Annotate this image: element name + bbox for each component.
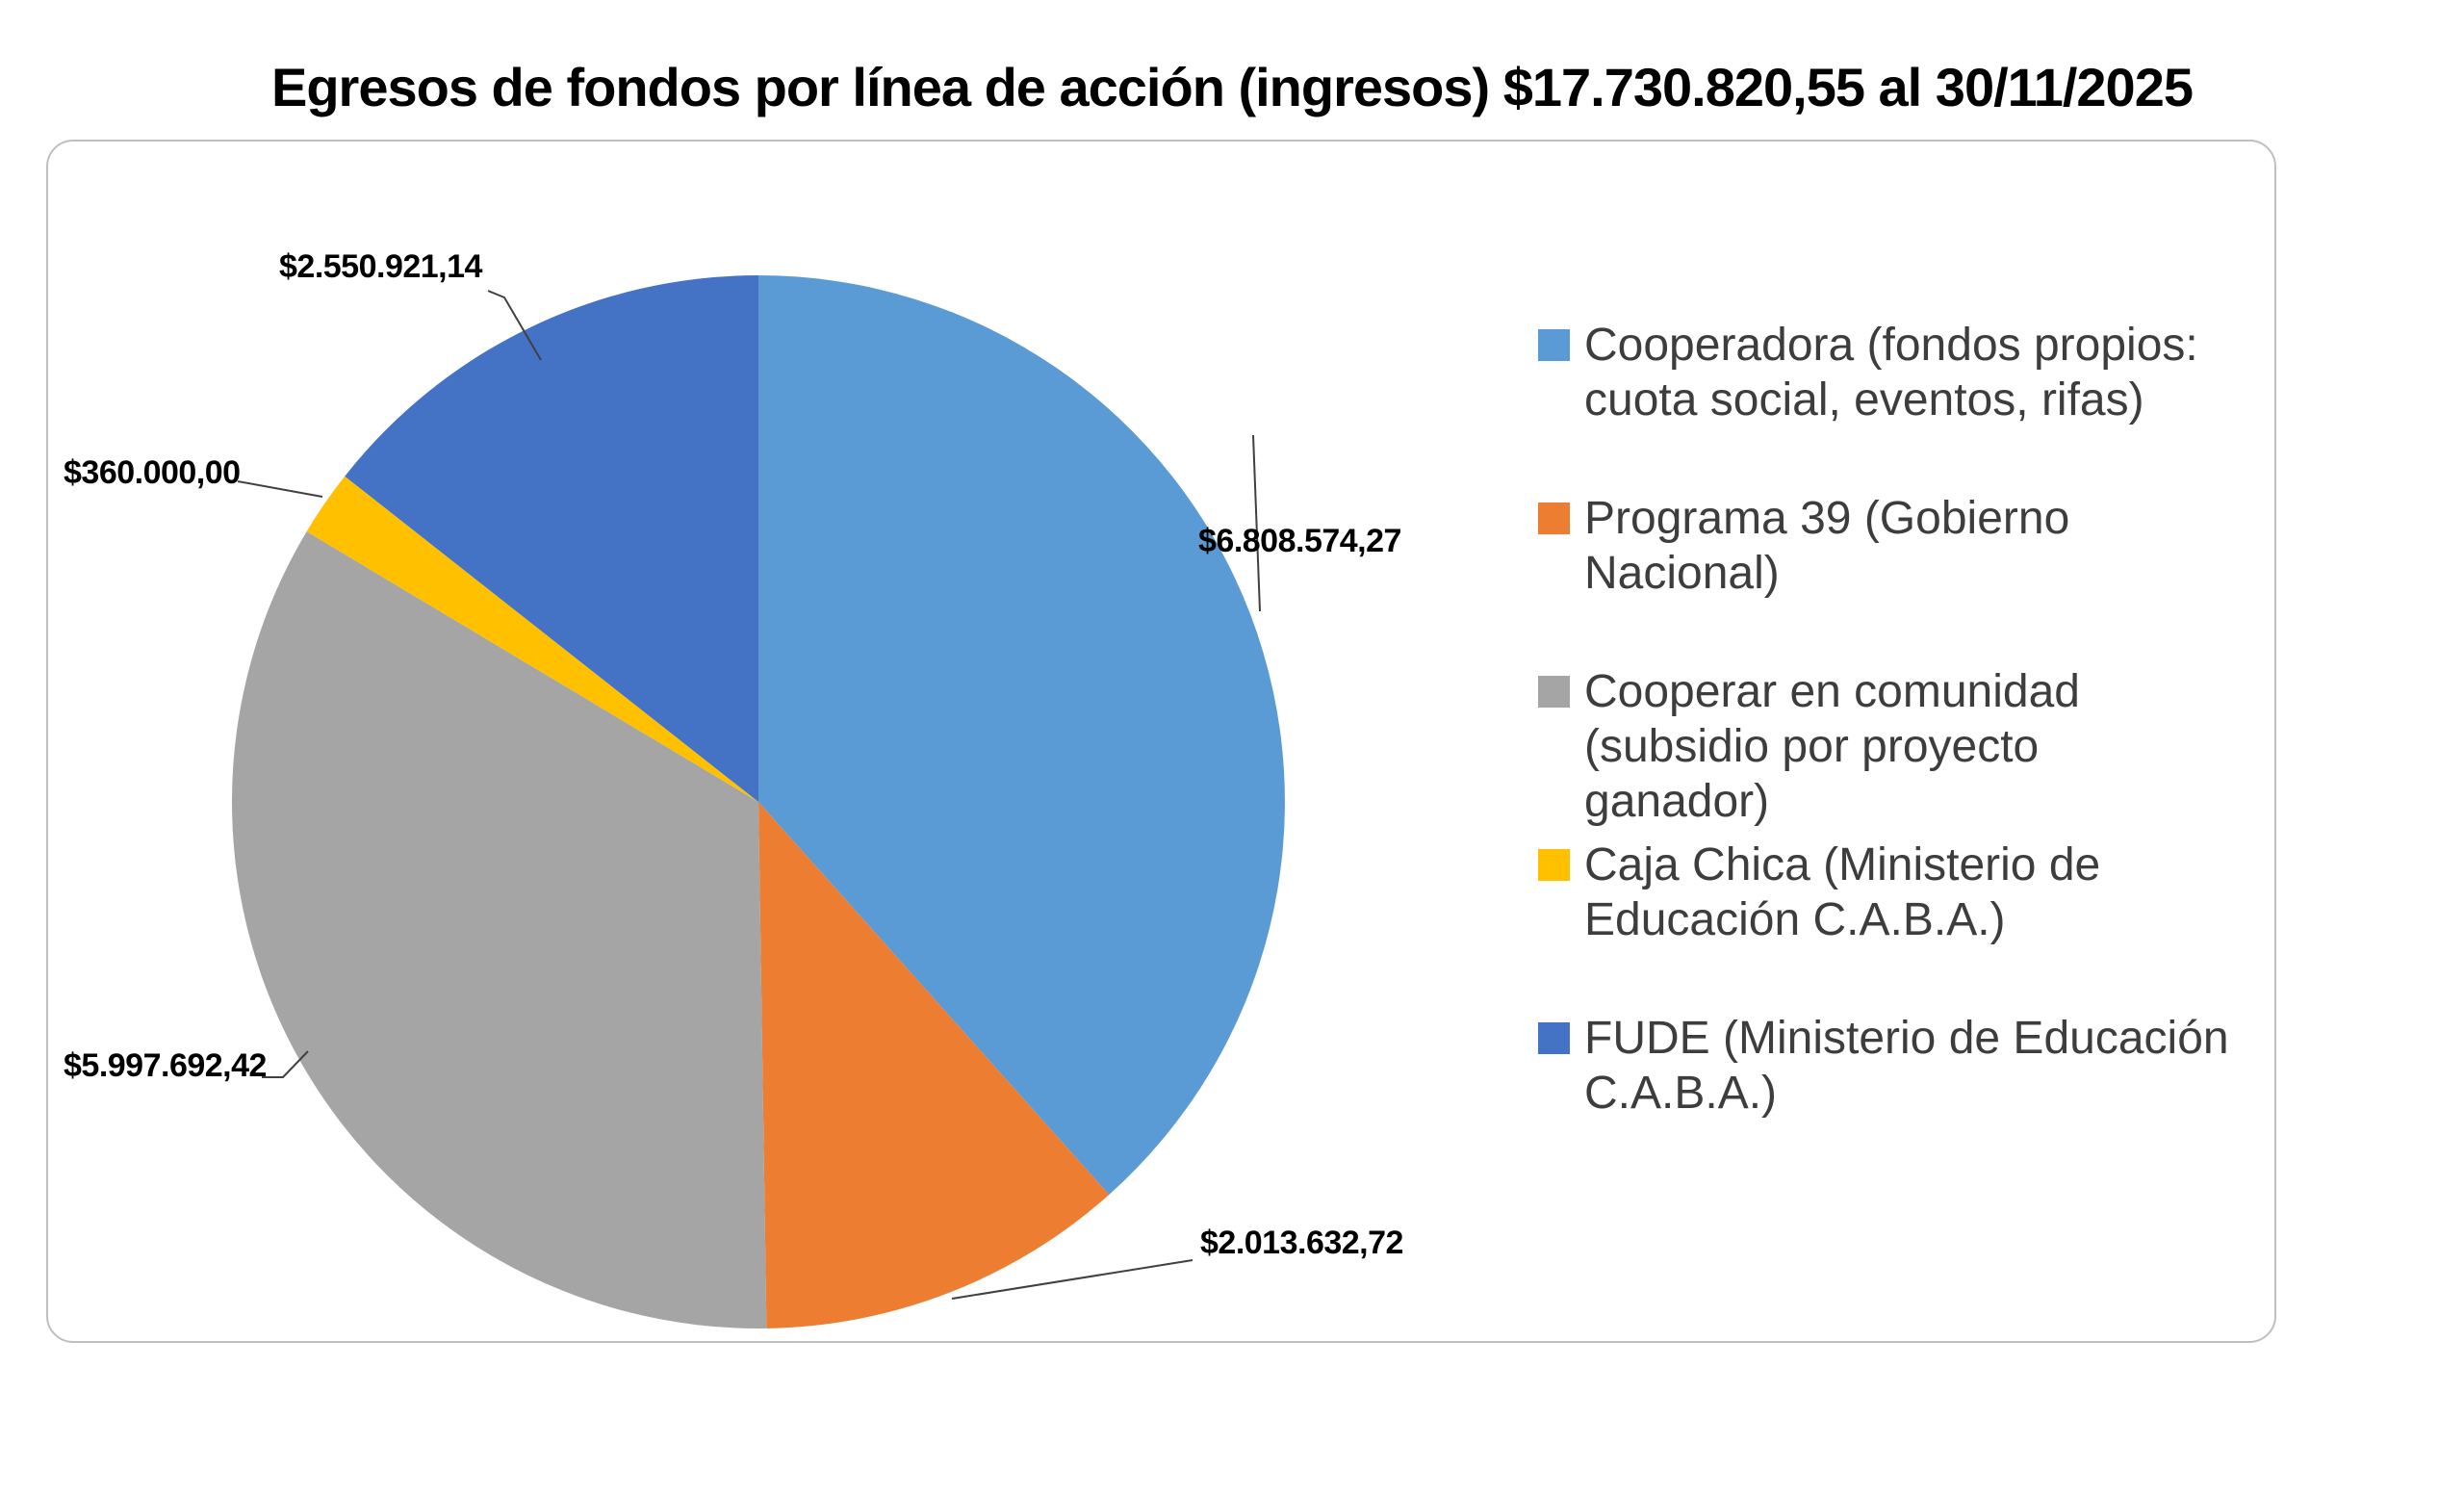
legend-item-cooperar-en-comunidad: Cooperar en comunidad (subsidio por proy… xyxy=(1538,664,2308,838)
legend-label-fude: FUDE (Ministerio de Educación C.A.B.A.) xyxy=(1584,1013,2229,1119)
pie-slice-programa-39 xyxy=(758,802,1110,1328)
leader-line-fude xyxy=(487,290,542,361)
pie-slice-cooperar-en-comunidad xyxy=(231,531,767,1328)
data-label-fude: $2.550.921,14 xyxy=(279,248,482,285)
legend-item-fude: FUDE (Ministerio de Educación C.A.B.A.) xyxy=(1538,1011,2308,1184)
legend-swatch-cooperar-en-comunidad xyxy=(1538,676,1570,708)
pie-slice-cooperadora xyxy=(758,275,1285,1195)
chart-title: Egresos de fondos por línea de acción (i… xyxy=(271,57,2194,117)
legend-label-caja-chica: Caja Chica (Ministerio de Educación C.A.… xyxy=(1584,839,2101,945)
leader-line-caja-chica xyxy=(237,480,323,498)
legend-swatch-fude xyxy=(1538,1022,1570,1054)
legend-label-programa-39: Programa 39 (Gobierno Nacional) xyxy=(1584,493,2070,599)
pie-chart xyxy=(231,275,1285,1328)
legend-label-cooperar-en-comunidad: Cooperar en comunidad (subsidio por proy… xyxy=(1584,666,2080,827)
leader-line-programa-39 xyxy=(951,1259,1194,1300)
legend-item-programa-39: Programa 39 (Gobierno Nacional) xyxy=(1538,491,2308,664)
chart-plot-area: $6.808.574,27 $2.013.632,72 $5.997.692,4… xyxy=(46,140,2276,1343)
data-label-programa-39: $2.013.632,72 xyxy=(1200,1225,1403,1261)
legend-swatch-cooperadora xyxy=(1538,329,1570,361)
data-label-cooperadora: $6.808.574,27 xyxy=(1198,523,1401,559)
leader-line-cooperadora xyxy=(1252,434,1261,612)
legend-label-cooperadora: Cooperadora (fondos propios: cuota socia… xyxy=(1584,320,2198,426)
data-label-caja-chica: $360.000,00 xyxy=(64,454,241,491)
pie-slice-fude xyxy=(345,275,758,802)
pie-slice-caja-chica xyxy=(306,476,758,802)
data-label-cooperar-en-comunidad: $5.997.692,42 xyxy=(64,1047,267,1084)
legend-item-caja-chica: Caja Chica (Ministerio de Educación C.A.… xyxy=(1538,838,2308,1011)
leader-line-cooperar-en-comunidad xyxy=(262,1050,309,1078)
legend-item-cooperadora: Cooperadora (fondos propios: cuota socia… xyxy=(1538,318,2308,491)
legend-swatch-programa-39 xyxy=(1538,503,1570,534)
chart-legend: Cooperadora (fondos propios: cuota socia… xyxy=(1538,318,2308,1184)
legend-swatch-caja-chica xyxy=(1538,849,1570,881)
